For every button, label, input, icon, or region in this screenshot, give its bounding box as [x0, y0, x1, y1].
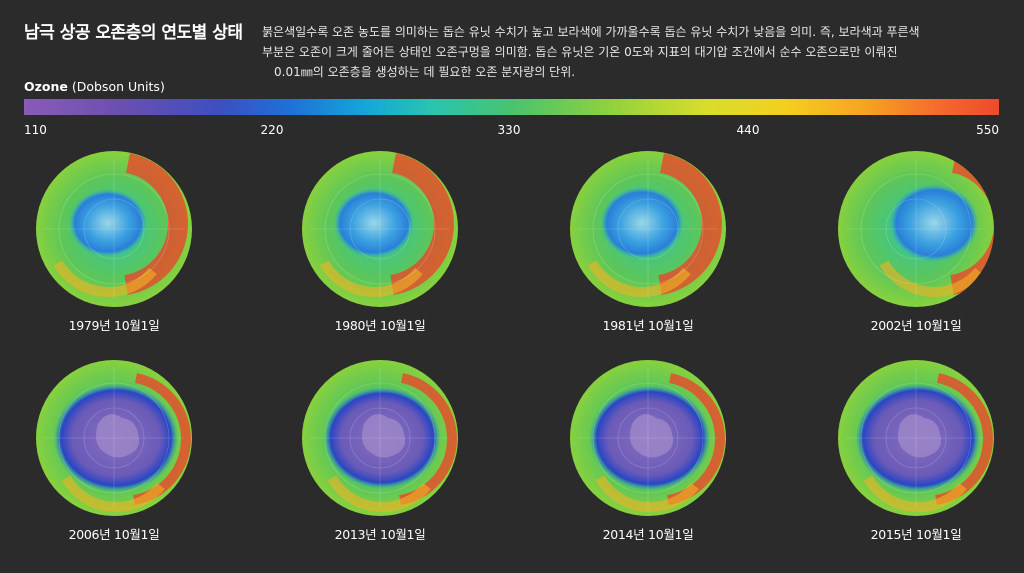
ozone-globe-panel: 2013년 10월1일 [300, 360, 460, 543]
ozone-globe-panel: 2015년 10월1일 [836, 360, 996, 543]
globe-date-label: 1981년 10월1일 [602, 318, 694, 333]
ozone-globe-panel: 1980년 10월1일 [300, 151, 460, 334]
ozone-globe-image [302, 151, 458, 307]
page-title: 남극 상공 오존층의 연도별 상태 [24, 23, 243, 43]
colorbar-tick: 330 [497, 123, 521, 137]
globe-date-label: 1980년 10월1일 [334, 318, 426, 333]
ozone-globe-panel: 2002년 10월1일 [836, 151, 996, 334]
colorbar-tick: 550 [976, 123, 999, 137]
globe-date-label: 1979년 10월1일 [68, 318, 160, 333]
ozone-globe-image [36, 360, 192, 516]
colorbar-label-unit: (Dobson Units) [67, 79, 165, 94]
ozone-globe-panel: 1979년 10월1일 [34, 151, 194, 334]
ozone-globe-panel: 2006년 10월1일 [34, 360, 194, 543]
globe-date-label: 2002년 10월1일 [870, 318, 962, 333]
globe-date-label: 2013년 10월1일 [334, 527, 426, 542]
description: 붉은색일수록 오존 농도를 의미하는 돕슨 유닛 수치가 높고 보라색에 가까울… [262, 22, 1002, 82]
description-line: 부분은 오존이 크게 줄어든 상태인 오존구멍을 의미함. 돕슨 유닛은 기온 … [262, 45, 898, 59]
ozone-globe-image [570, 151, 726, 307]
colorbar-label: Ozone (Dobson Units) [24, 79, 165, 94]
colorbar-tick: 440 [736, 123, 760, 137]
colorbar-label-bold: Ozone [24, 79, 68, 94]
globe-date-label: 2015년 10월1일 [870, 527, 962, 542]
ozone-globe-panel: 1981년 10월1일 [568, 151, 728, 334]
ozone-globe-panel: 2014년 10월1일 [568, 360, 728, 543]
colorbar-tick: 220 [260, 123, 284, 137]
globe-date-label: 2006년 10월1일 [68, 527, 160, 542]
description-line: 붉은색일수록 오존 농도를 의미하는 돕슨 유닛 수치가 높고 보라색에 가까울… [262, 25, 920, 39]
ozone-globe-image [302, 360, 458, 516]
ozone-globe-image [570, 360, 726, 516]
ozone-globe-image [838, 151, 994, 307]
globe-date-label: 2014년 10월1일 [602, 527, 694, 542]
ozone-globe-image [838, 360, 994, 516]
ozone-globe-image [36, 151, 192, 307]
description-line: 0.01㎜의 오존층을 생성하는 데 필요한 오존 분자량의 단위. [274, 65, 576, 79]
ozone-colorbar [24, 99, 999, 115]
colorbar-tick: 110 [24, 123, 47, 137]
